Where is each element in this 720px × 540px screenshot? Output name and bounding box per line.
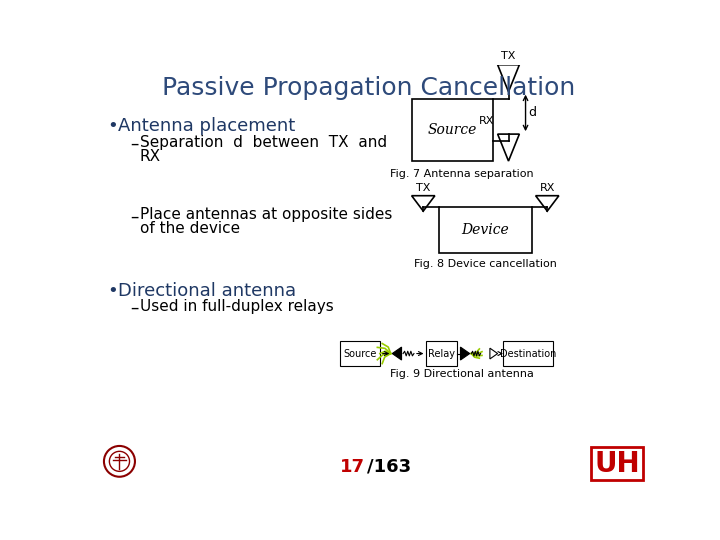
Text: Fig. 8 Device cancellation: Fig. 8 Device cancellation [414,259,557,269]
Text: TX: TX [416,183,431,193]
Text: Antenna placement: Antenna placement [118,117,295,135]
Bar [340,341,380,366]
Bar [503,341,554,366]
Bar [426,341,457,366]
Text: –: – [130,207,139,225]
Bar [438,207,532,253]
Polygon shape [412,195,435,211]
Text: Source: Source [343,348,377,359]
Text: Used in full-duplex relays: Used in full-duplex relays [140,299,333,314]
Text: Fig. 9 Directional antenna: Fig. 9 Directional antenna [390,369,534,379]
Text: d: d [528,106,536,119]
Text: –: – [130,135,139,153]
Text: Passive Propagation Cancellation: Passive Propagation Cancellation [163,76,575,100]
Text: RX: RX [539,183,555,193]
Text: RX: RX [140,148,161,164]
Text: •: • [107,282,118,300]
Polygon shape [490,348,498,359]
Bar [412,99,493,161]
Text: RX: RX [480,116,495,126]
Polygon shape [392,347,402,360]
Text: 17: 17 [340,458,365,476]
Text: Destination: Destination [500,348,557,359]
Text: UH: UH [594,450,640,478]
Text: Relay: Relay [428,348,455,359]
Text: Directional antenna: Directional antenna [118,282,296,300]
Polygon shape [536,195,559,211]
Text: –: – [130,299,139,317]
Polygon shape [498,65,519,92]
Polygon shape [498,134,519,161]
Text: of the device: of the device [140,221,240,236]
Text: Fig. 7 Antenna separation: Fig. 7 Antenna separation [390,168,534,179]
Text: •: • [107,117,118,135]
Text: Place antennas at opposite sides: Place antennas at opposite sides [140,207,392,222]
Text: Device: Device [462,224,509,238]
Text: Source: Source [428,123,477,137]
Text: Separation  d  between  TX  and: Separation d between TX and [140,135,387,150]
Text: TX: TX [501,51,516,61]
Text: /163: /163 [366,458,411,476]
Polygon shape [461,347,469,360]
